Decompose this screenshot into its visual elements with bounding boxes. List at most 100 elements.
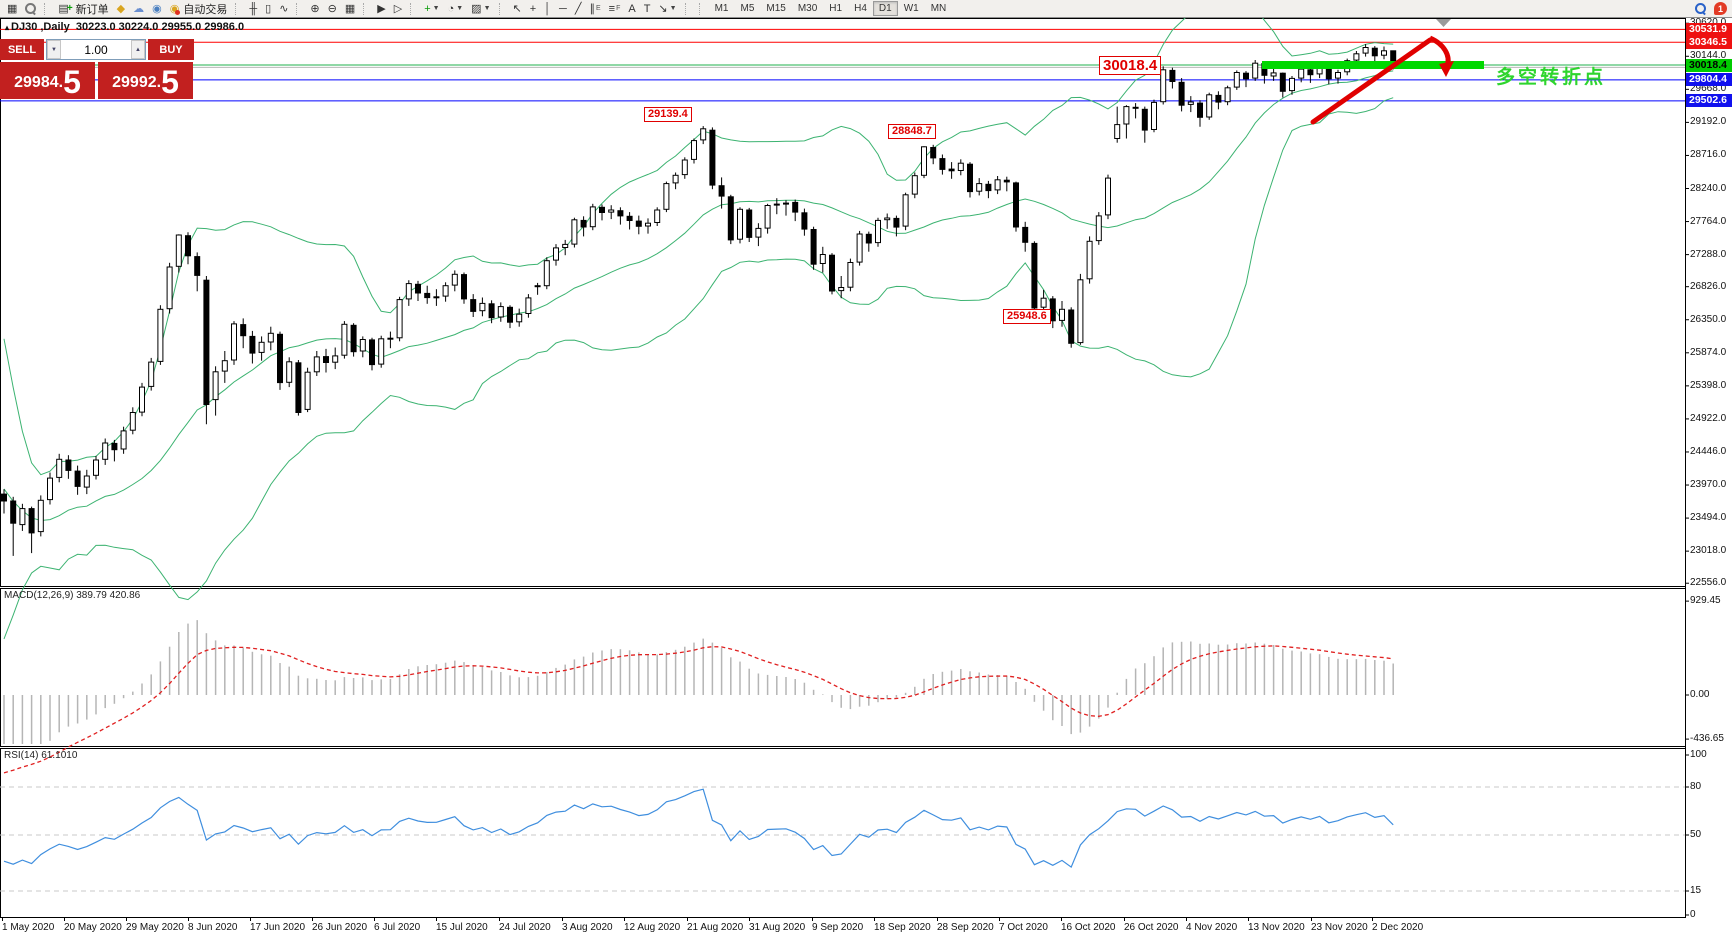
candle (1252, 62, 1259, 79)
candle (240, 324, 247, 337)
timeframe-m30[interactable]: M30 (797, 3, 818, 14)
timeframe-w1[interactable]: W1 (903, 3, 919, 14)
candle (83, 475, 90, 488)
new-chart-icon[interactable]: ▦ (3, 1, 21, 17)
candle (56, 458, 63, 478)
new-order-button: ▤ (58, 2, 69, 15)
arrows-icon[interactable]: ↘ ▼ (654, 1, 680, 17)
autotrading-button[interactable]: ◉ 自动交易 (166, 1, 232, 17)
candle (921, 146, 927, 176)
metaeditor-icon[interactable]: ◆ (113, 1, 129, 17)
market-watch-icon[interactable]: ☁ (129, 1, 148, 17)
sell-button[interactable]: SELL (0, 39, 44, 60)
chevron-down-icon: ▼ (456, 5, 464, 12)
rsi-line (3, 788, 1394, 869)
candle (194, 256, 201, 276)
price-tick-label: 0 (1690, 909, 1696, 920)
volume-increment-button[interactable]: ▲ (131, 40, 145, 59)
candle (37, 499, 44, 533)
candle (1197, 102, 1203, 118)
candle (829, 254, 835, 292)
price-tick-label: 23494.0 (1690, 512, 1727, 524)
candlestick-chart-icon[interactable]: ▯ (261, 1, 275, 17)
timeframe-mn[interactable]: MN (930, 3, 947, 14)
bid-price-tile[interactable]: 29984. 5 (0, 62, 95, 99)
chart-shift-icon[interactable]: ▷ (390, 1, 406, 17)
volume-input[interactable] (61, 40, 131, 59)
timeframe-h4[interactable]: H4 (854, 3, 867, 14)
red-trend-arrow-line[interactable] (1310, 37, 1433, 125)
ask-price-tile[interactable]: 29992. 5 (98, 62, 193, 99)
candle (865, 233, 872, 244)
time-axis[interactable]: 1 May 2020 20 May 2020 29 May 2020 8 Jun 20… (0, 918, 1686, 938)
fibonacci-icon[interactable]: ≡ F (605, 1, 625, 17)
candle (792, 201, 799, 213)
crosshair-icon[interactable]: + (526, 1, 540, 17)
equidistant-channel-icon[interactable]: ∥ E (585, 1, 604, 17)
candle (1381, 50, 1387, 56)
price-tick-label: 80 (1690, 781, 1702, 792)
candle (672, 174, 679, 184)
text-icon[interactable]: A (624, 1, 639, 17)
tile-windows-icon[interactable]: ▦ (341, 1, 359, 17)
periods-icon[interactable]: ◔ ▼ (444, 1, 468, 17)
candle (1077, 279, 1084, 344)
candle (111, 442, 118, 451)
candle (488, 303, 495, 319)
green-resistance-bar[interactable] (1262, 61, 1484, 69)
indicators-icon[interactable]: + ▼ (420, 1, 443, 17)
bar-chart-icon[interactable]: ╫ (245, 1, 261, 17)
new-order-button[interactable]: ▤ + 新订单 (54, 1, 112, 17)
search-icon[interactable] (1695, 3, 1706, 14)
price-tick-label: 24922.0 (1690, 412, 1727, 424)
price-annotation-label[interactable]: 28848.7 (888, 124, 936, 139)
candle (65, 459, 72, 471)
timeframe-m1[interactable]: M1 (714, 3, 729, 14)
profiles-icon[interactable] (21, 1, 40, 17)
bid-dot: . (58, 74, 64, 91)
trendline-icon[interactable]: ╱ (571, 1, 586, 17)
trendline-icon: ╱ (574, 2, 582, 15)
label-icon: T (643, 2, 651, 15)
candle (497, 306, 504, 318)
date-label: 3 Aug 2020 (562, 922, 613, 933)
cursor-icon[interactable]: ↖ (509, 1, 526, 17)
new-order-button-label: 新订单 (75, 3, 109, 16)
candle (507, 306, 513, 323)
price-axis[interactable]: 30620.0 30144.0 29668.0 29192.0 28716.0 28240… (1686, 17, 1732, 920)
text-icon: A (628, 2, 636, 15)
price-annotation-label[interactable]: 25948.6 (1003, 309, 1051, 324)
strategy-tester-icon[interactable]: ◉ (148, 1, 166, 17)
vertical-line-icon[interactable]: │ (540, 1, 555, 17)
timeframe-m15[interactable]: M15 (766, 3, 786, 14)
candles-layer (1, 44, 1397, 556)
buy-button[interactable]: BUY (148, 39, 194, 60)
horizontal-line-icon[interactable]: ─ (555, 1, 571, 17)
candle (543, 260, 550, 287)
volume-decrement-button[interactable]: ▼ (47, 40, 61, 59)
zoom-in-icon[interactable]: ⊕ (306, 1, 323, 17)
price-annotation-label[interactable]: 30018.4 (1099, 56, 1162, 76)
candle (387, 337, 394, 340)
notification-icon[interactable]: 1 (1714, 2, 1727, 15)
timeframe-d1[interactable]: D1 (872, 1, 898, 16)
cn-annotation-text[interactable]: 多空转折点 (1496, 67, 1607, 88)
timeframe-m5[interactable]: M5 (740, 3, 755, 14)
date-label: 7 Oct 2020 (999, 922, 1048, 933)
chevron-down-icon: ▼ (483, 5, 491, 12)
ask-dec: 5 (161, 64, 179, 100)
templates-icon[interactable]: ▨ ▼ (467, 1, 494, 17)
zoom-out-icon[interactable]: ⊖ (324, 1, 341, 17)
bar-chart-icon: ╫ (249, 2, 258, 15)
timeframe-h1[interactable]: H1 (829, 3, 843, 14)
candle (258, 341, 265, 353)
line-chart-icon[interactable]: ∿ (275, 1, 292, 17)
price-annotation-label[interactable]: 29139.4 (644, 107, 692, 122)
candle (304, 371, 311, 410)
candle (810, 229, 817, 265)
candle (129, 412, 136, 431)
macd-signal-line (3, 645, 1394, 774)
label-icon[interactable]: T (640, 1, 655, 17)
auto-scroll-icon[interactable]: ▶ (373, 1, 389, 17)
